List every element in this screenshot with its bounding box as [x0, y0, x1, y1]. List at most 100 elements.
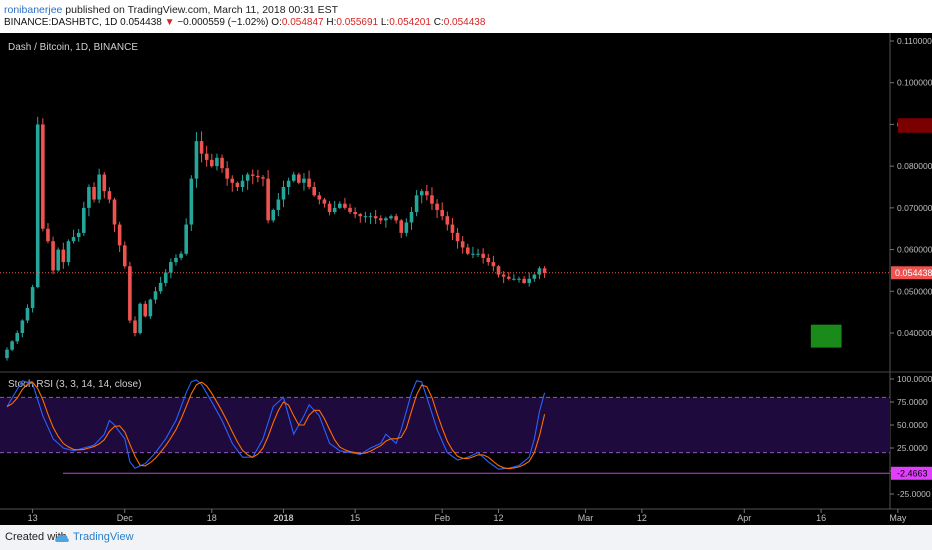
candle-body — [481, 253, 485, 258]
candle-body — [281, 187, 286, 200]
candle-body — [92, 187, 96, 200]
candle-body — [435, 203, 439, 210]
candle-body — [210, 159, 214, 167]
time-label: Mar — [578, 513, 594, 523]
candle-body — [476, 253, 480, 255]
chart-area[interactable]: Dash / Bitcoin, 1D, BINANCE 0.110000 0.10… — [0, 33, 932, 525]
stoch-d-line — [6, 381, 546, 470]
chart-canvas[interactable]: Dash / Bitcoin, 1D, BINANCE 0.110000 0.10… — [0, 33, 932, 525]
candle-body — [471, 253, 475, 255]
candle-body — [537, 268, 542, 275]
price-tick-label: 0.110000 — [897, 36, 932, 46]
candle-body — [215, 157, 219, 167]
candle-body — [522, 278, 526, 283]
price-axis[interactable]: 0.1100000.1000000.0900000.0800000.070000… — [890, 36, 932, 338]
time-label: 12 — [637, 513, 647, 523]
candle-body — [61, 249, 66, 263]
candle-body — [184, 224, 188, 254]
candle-body — [102, 174, 107, 192]
red-zone — [897, 118, 932, 133]
candle-body — [235, 182, 240, 187]
candle-body — [117, 224, 122, 246]
tradingview-brand[interactable]: TradingView — [73, 531, 134, 543]
candle-body — [338, 203, 342, 208]
candle-body — [261, 177, 265, 179]
candle-body — [240, 180, 245, 187]
candle-body — [455, 232, 460, 242]
time-label: Dec — [117, 513, 134, 523]
candle-body — [30, 287, 35, 308]
candle-body — [179, 253, 183, 258]
candle-body — [506, 276, 511, 279]
candle-body — [440, 209, 444, 217]
candle-body — [66, 241, 71, 263]
time-label: 16 — [816, 513, 826, 523]
candles-layer — [5, 116, 547, 361]
candle-body — [245, 174, 250, 181]
candle-body — [20, 320, 25, 333]
candle-body — [542, 268, 547, 273]
stoch-tick-label: -25.0000 — [897, 489, 931, 499]
candle-body — [46, 228, 50, 242]
low-value: 0.054201 — [389, 17, 431, 28]
stoch-tick-label: 100.0000 — [897, 374, 932, 384]
publish-header: ronibanerjee published on TradingView.co… — [4, 4, 338, 18]
candle-body — [486, 257, 491, 263]
time-label: 15 — [350, 513, 360, 523]
price-tick-label: 0.080000 — [897, 161, 932, 171]
main-pane[interactable] — [0, 33, 890, 372]
candle-body — [450, 224, 455, 233]
candle-body — [368, 216, 373, 218]
tradingview-cloud-icon — [55, 534, 69, 542]
candle-body — [491, 262, 496, 267]
symbol-header: BINANCE:DASHBTC, 1D 0.054438 ▼ −0.000559… — [4, 17, 485, 31]
candle-body — [35, 124, 40, 288]
candle-body — [378, 218, 383, 221]
marker-tag — [891, 466, 932, 480]
time-label: Feb — [434, 513, 450, 523]
candle-body — [532, 274, 537, 279]
footer: Created with TradingView — [0, 525, 932, 550]
author-link[interactable]: ronibanerjee — [4, 4, 63, 16]
candle-body — [322, 199, 327, 204]
time-label: 2018 — [273, 513, 293, 523]
candle-body — [363, 216, 368, 218]
current-price-label: 0.054438 — [895, 268, 932, 278]
candle-body — [76, 232, 81, 238]
candle-body — [5, 349, 9, 359]
time-label: May — [889, 513, 907, 523]
candle-body — [348, 207, 352, 213]
zones-layer — [810, 118, 932, 348]
candle-body — [317, 195, 322, 200]
candle-body — [189, 178, 194, 225]
candle-body — [332, 207, 337, 213]
candle-body — [266, 178, 270, 221]
candle-body — [527, 278, 532, 283]
candle-body — [327, 203, 332, 213]
candle-body — [404, 222, 409, 233]
candle-body — [112, 199, 117, 225]
candle-body — [358, 214, 363, 217]
candle-body — [256, 175, 260, 178]
created-with-label: Created with — [5, 531, 67, 543]
time-label: 12 — [494, 513, 504, 523]
candle-body — [138, 303, 142, 333]
stoch-pane-title: Stoch RSI (3, 3, 14, 14, close) — [8, 379, 141, 390]
stoch-tick-label: 25.0000 — [897, 443, 928, 453]
candle-body — [220, 157, 224, 169]
stoch-axis[interactable]: 100.000075.000050.000025.00000.0000-25.0… — [890, 374, 932, 499]
candle-body — [199, 141, 204, 154]
stoch-tick-label: 50.0000 — [897, 420, 928, 430]
candle-body — [225, 168, 229, 179]
candle-body — [353, 212, 357, 215]
time-axis[interactable]: 13Dec18201815Feb12Mar12Apr16May14Jun — [28, 509, 932, 523]
symbol-label: BINANCE:DASHBTC, 1D — [4, 17, 118, 28]
candle-body — [82, 207, 86, 233]
green-zone — [810, 324, 842, 348]
low-label: L: — [380, 17, 390, 28]
candle-body — [51, 241, 55, 271]
close-value: 0.054438 — [443, 17, 486, 28]
candle-body — [230, 178, 235, 183]
candle-body — [169, 262, 173, 273]
time-label: 13 — [28, 513, 38, 523]
